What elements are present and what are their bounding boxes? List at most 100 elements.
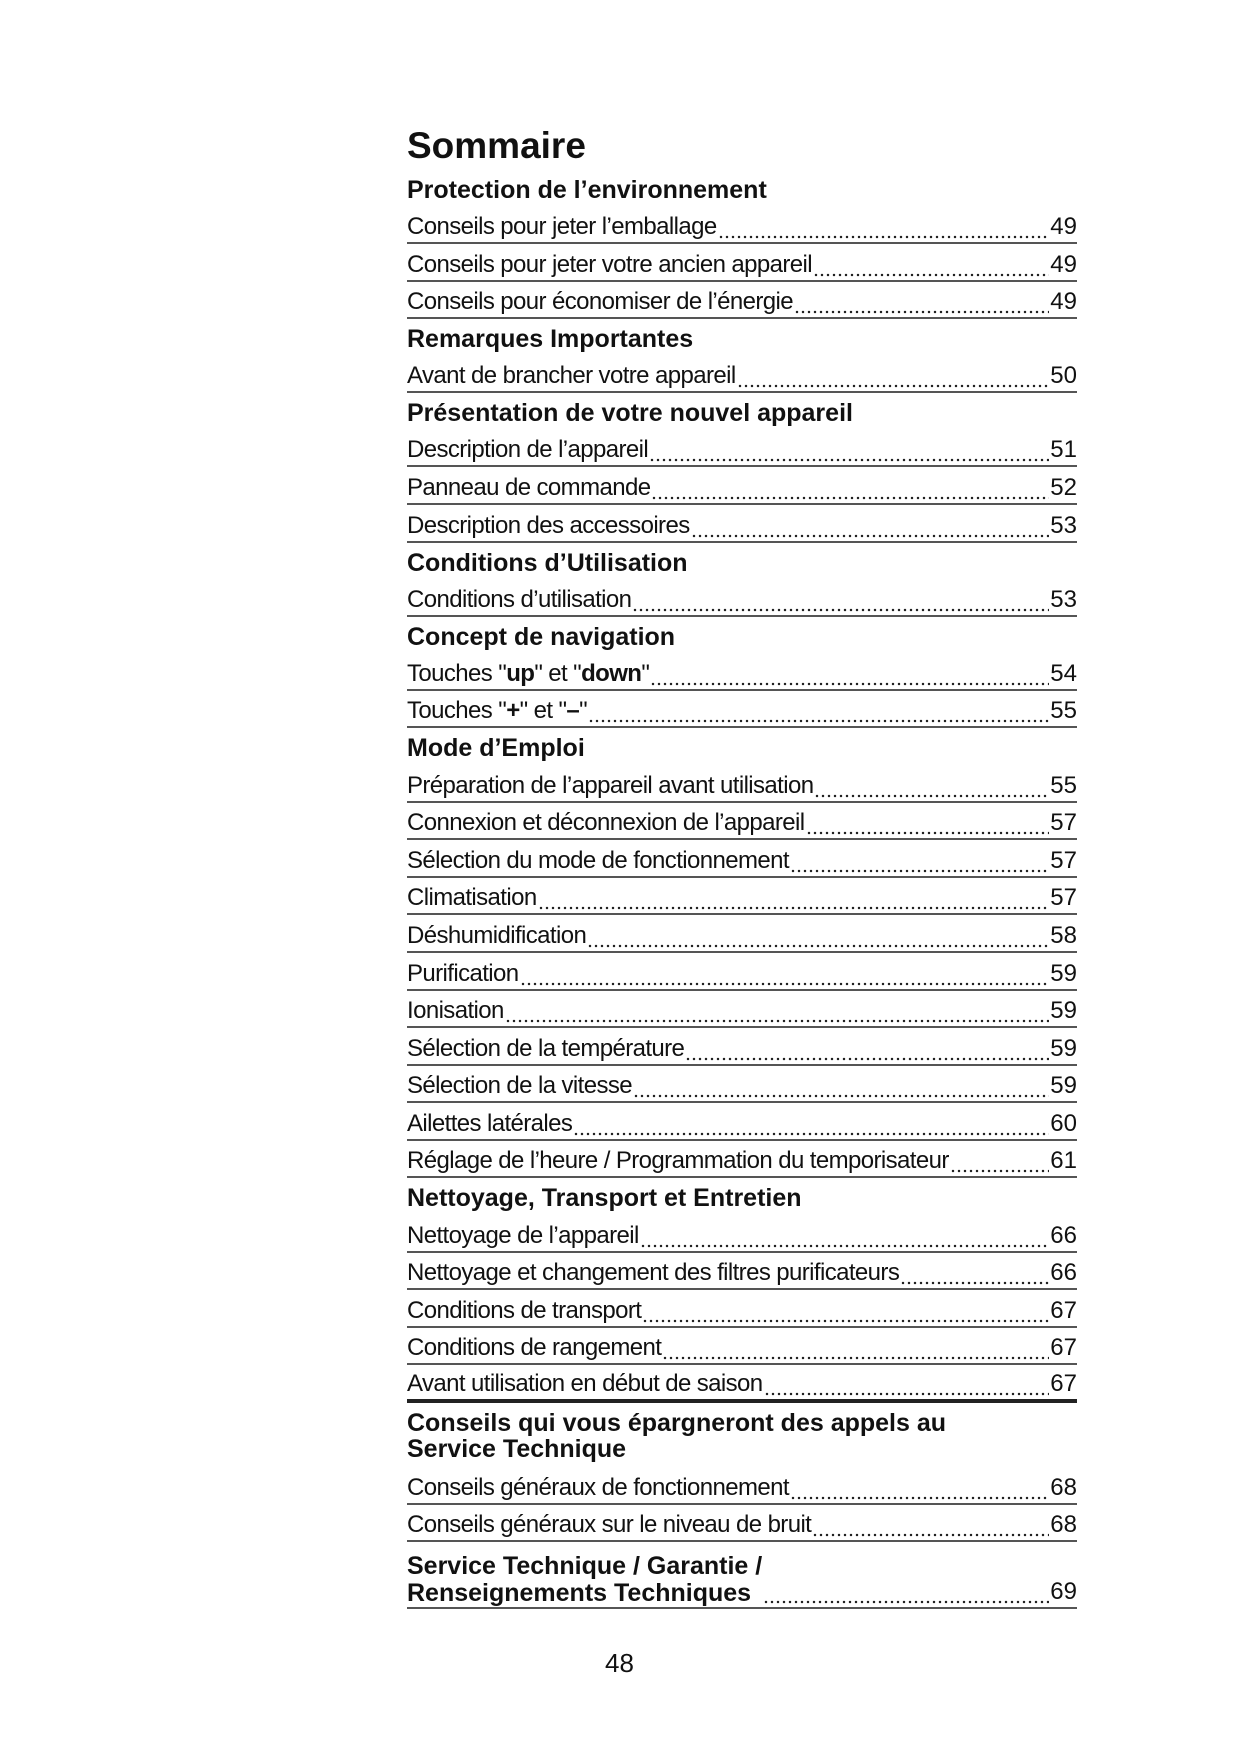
entry-label: Sélection du mode de fonctionnement: [407, 846, 790, 876]
toc-entry: Sélection de la vitesse 59: [407, 1066, 1077, 1104]
label-segment: –: [566, 697, 580, 725]
toc-entry: Avant utilisation en début de saison 67: [407, 1365, 1077, 1403]
page-ref: 59: [1050, 959, 1077, 987]
entry-label: Climatisation: [407, 883, 537, 913]
heading-line: Mode d’Emploi: [407, 734, 585, 763]
heading-line: Nettoyage, Transport et Entretien: [407, 1184, 802, 1213]
page-number: 48: [605, 1648, 634, 1678]
entry-label: Description des accessoires: [407, 511, 690, 541]
page-ref: 67: [1050, 1334, 1077, 1362]
label-segment: ": [579, 697, 588, 725]
dot-leader: [685, 1033, 1050, 1064]
label-segment: Conseils pour jeter l’emballage: [407, 213, 717, 241]
dot-leader: [651, 473, 1050, 504]
dot-leader: [949, 1146, 1050, 1177]
label-segment: Avant de brancher votre appareil: [407, 362, 736, 390]
page-ref: 68: [1050, 1473, 1077, 1501]
toc-last-section: Service Technique / Garantie / Renseigne…: [407, 1542, 1077, 1610]
dot-leader: [736, 361, 1050, 392]
toc-sections: Protection de l’environnement Conseils po…: [407, 170, 1077, 1543]
label-segment: " et ": [519, 697, 567, 725]
heading-line: Service Technique / Garantie /: [407, 1552, 763, 1581]
heading-line: Concept de navigation: [407, 622, 676, 651]
dot-leader: [650, 658, 1050, 689]
toc-entry: Description de l’appareil 51: [407, 430, 1077, 468]
label-segment: Panneau de commande: [407, 474, 651, 502]
page-ref: 49: [1050, 213, 1077, 241]
page-ref: 67: [1050, 1369, 1077, 1397]
label-segment: Description de l’appareil: [407, 436, 649, 464]
toc-entry: Climatisation 57: [407, 878, 1077, 916]
page-ref: 59: [1050, 997, 1077, 1025]
entry-label: Déshumidification: [407, 921, 587, 951]
page-ref: 54: [1050, 659, 1077, 687]
toc-entry: Nettoyage et changement des filtres puri…: [407, 1253, 1077, 1291]
page-ref: 52: [1050, 474, 1077, 502]
toc-entry: Préparation de l’appareil avant utilisat…: [407, 765, 1077, 803]
label-segment: Sélection de la vitesse: [407, 1072, 633, 1100]
entry-label: Touches "+" et "–": [407, 696, 588, 726]
dot-leader: [763, 1577, 1050, 1608]
section-heading: Conditions d’Utilisation: [407, 543, 1077, 580]
dot-leader: [519, 958, 1050, 989]
label-segment: Préparation de l’appareil avant utilisat…: [407, 771, 814, 799]
label-segment: Conseils généraux sur le niveau de bruit: [407, 1511, 812, 1539]
heading-line: Remarques Importantes: [407, 325, 694, 354]
dot-leader: [537, 883, 1050, 914]
heading-line: Renseignements Techniques: [407, 1579, 752, 1608]
toc-entry: Sélection de la température 59: [407, 1028, 1077, 1066]
toc-entry: Description des accessoires 53: [407, 505, 1077, 543]
entry-label: Conseils généraux sur le niveau de bruit: [407, 1510, 812, 1540]
toc-entry: Ionisation 59: [407, 991, 1077, 1029]
entry-label: Ionisation: [407, 996, 504, 1026]
page-ref: 53: [1050, 511, 1077, 539]
toc-entry: Conseils pour économiser de l’énergie 49: [407, 282, 1077, 320]
label-segment: Déshumidification: [407, 921, 587, 949]
toc-entry: Avant de brancher votre appareil 50: [407, 356, 1077, 394]
entry-label: Conditions d’utilisation: [407, 585, 632, 615]
dot-leader: [588, 696, 1050, 727]
toc-entry: Conseils généraux de fonctionnement 68: [407, 1467, 1077, 1505]
toc-entry: Connexion et déconnexion de l’appareil 57: [407, 803, 1077, 841]
toc-entry: Déshumidification 58: [407, 915, 1077, 953]
label-segment: Nettoyage et changement des filtres puri…: [407, 1259, 900, 1287]
page-ref: 69: [1050, 1578, 1077, 1606]
page-ref: 59: [1050, 1072, 1077, 1100]
entry-label: Purification: [407, 959, 519, 989]
label-segment: Avant utilisation en début de saison: [407, 1369, 763, 1397]
toc-entry: Conseils généraux sur le niveau de bruit…: [407, 1505, 1077, 1543]
page-ref: 57: [1050, 846, 1077, 874]
section-heading: Mode d’Emploi: [407, 728, 1077, 765]
dot-leader: [789, 1472, 1050, 1503]
label-segment: Conditions de transport: [407, 1296, 642, 1324]
label-segment: Ionisation: [407, 997, 504, 1025]
section-heading: Remarques Importantes: [407, 319, 1077, 356]
toc-entry: Nettoyage de l’appareil 66: [407, 1215, 1077, 1253]
toc-entry: Sélection du mode de fonctionnement 57: [407, 840, 1077, 878]
entry-label: Touches "up" et "down": [407, 659, 650, 689]
page-ref: 67: [1050, 1296, 1077, 1324]
toc-entry: Conseils pour jeter votre ancien apparei…: [407, 244, 1077, 282]
entry-label: Avant de brancher votre appareil: [407, 361, 736, 391]
dot-leader: [717, 212, 1050, 243]
entry-label: Connexion et déconnexion de l’appareil: [407, 808, 805, 838]
dot-leader: [573, 1108, 1050, 1139]
dot-leader: [794, 287, 1050, 318]
section-heading: Concept de navigation: [407, 617, 1077, 654]
dot-leader: [632, 584, 1050, 615]
page-ref: 49: [1050, 250, 1077, 278]
label-segment: ": [641, 659, 650, 687]
dot-leader: [805, 808, 1050, 839]
page-title: Sommaire: [407, 125, 586, 166]
dot-leader: [633, 1071, 1050, 1102]
heading-line: Protection de l’environnement: [407, 176, 767, 204]
page-ref: 49: [1050, 288, 1077, 316]
entry-label: Préparation de l’appareil avant utilisat…: [407, 771, 814, 801]
entry-label: Conseils généraux de fonctionnement: [407, 1473, 790, 1503]
entry-label: Ailettes latérales: [407, 1109, 573, 1139]
heading-line: Conseils qui vous épargneront des appels…: [407, 1408, 947, 1437]
section-heading: Conseils qui vous épargneront des appels…: [407, 1403, 1077, 1467]
page-ref: 57: [1050, 809, 1077, 837]
label-segment: Ailettes latérales: [407, 1109, 573, 1137]
section-heading: Nettoyage, Transport et Entretien: [407, 1178, 1077, 1215]
